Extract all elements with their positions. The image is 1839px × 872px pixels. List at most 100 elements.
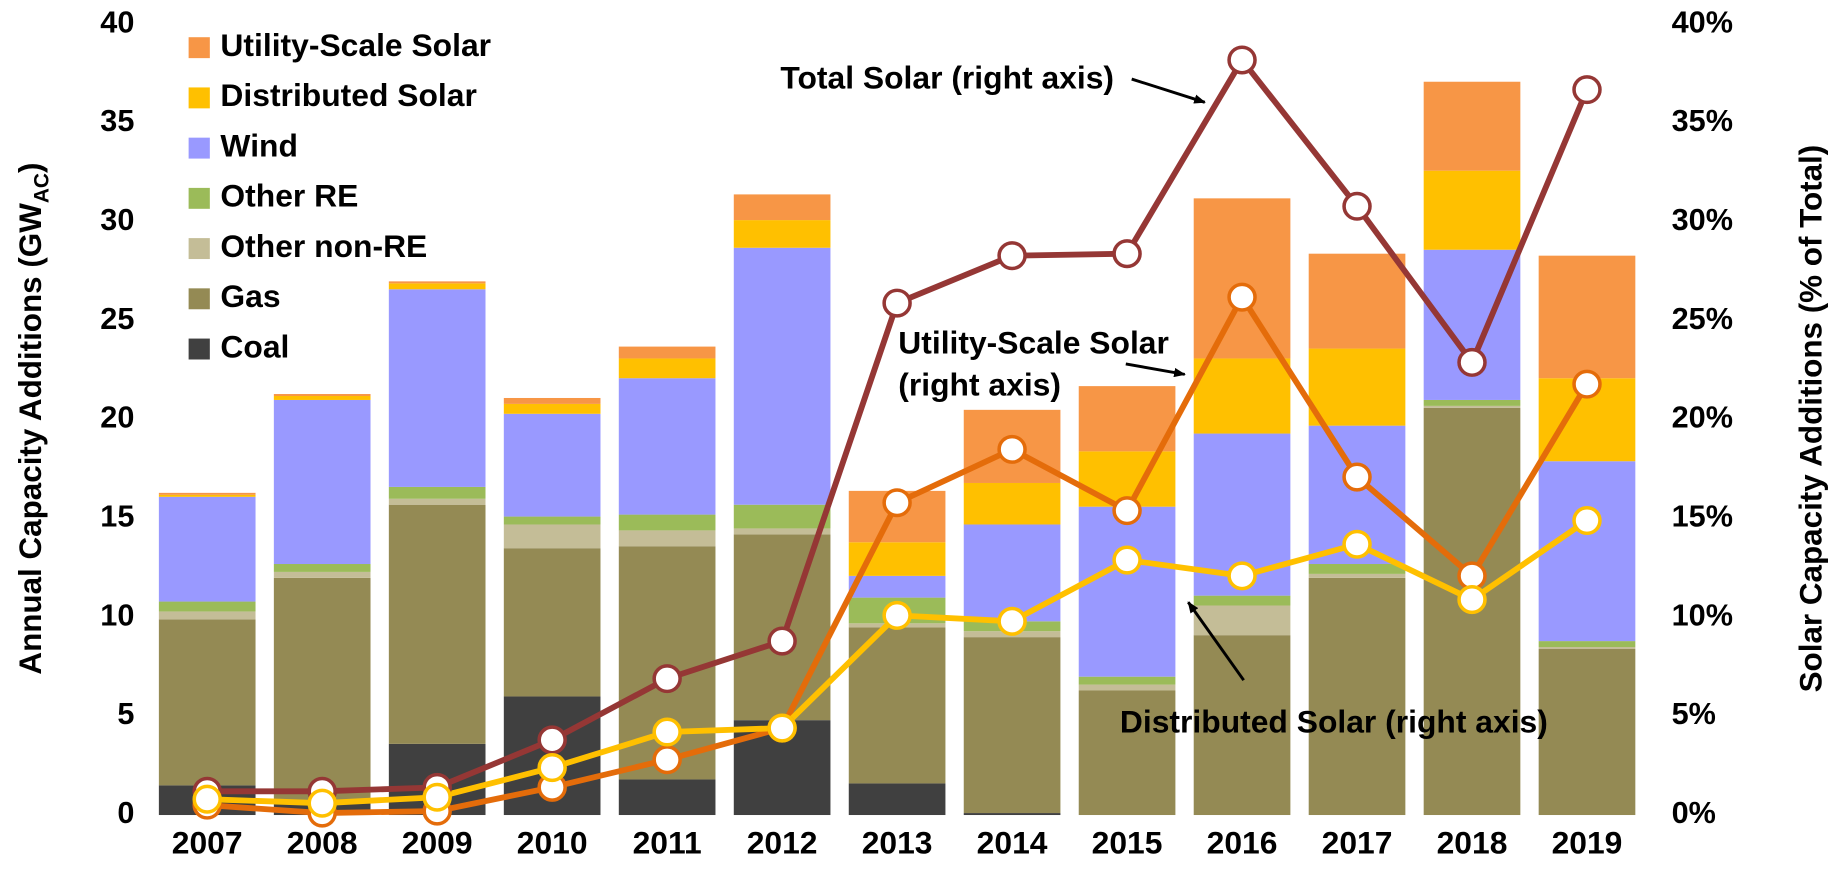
bar-segment xyxy=(963,637,1061,814)
bar-segment xyxy=(1538,461,1636,642)
legend-swatch xyxy=(188,137,210,159)
bar-segment xyxy=(503,413,601,517)
bar-segment xyxy=(158,611,256,620)
bar-segment xyxy=(733,194,831,221)
y-tick-label: 40 xyxy=(100,6,134,40)
bar-segment xyxy=(1308,253,1406,349)
bar-segment xyxy=(1308,348,1406,426)
legend-swatch xyxy=(188,338,210,360)
y-tick-label: 10 xyxy=(100,599,134,633)
legend-swatch xyxy=(188,37,210,59)
y2-tick-label: 30% xyxy=(1672,203,1733,237)
bar-segment xyxy=(273,564,371,572)
bar-segment xyxy=(1423,170,1521,250)
y-tick-label: 5 xyxy=(117,697,134,731)
bar-segment xyxy=(1193,595,1291,606)
line-marker xyxy=(1457,347,1487,377)
bar-segment xyxy=(503,516,601,525)
bar-segment xyxy=(273,394,371,397)
bar-segment xyxy=(503,397,601,404)
line-marker xyxy=(1572,369,1602,399)
bar-segment xyxy=(1538,255,1636,379)
legend-swatch xyxy=(188,288,210,310)
annotation: Utility-Scale Solar xyxy=(898,325,1169,361)
bar-segment xyxy=(618,378,716,515)
line-marker xyxy=(192,784,222,814)
bar-segment xyxy=(503,548,601,697)
bar-segment xyxy=(273,571,371,578)
bar-segment xyxy=(1193,635,1291,816)
y2-tick-label: 15% xyxy=(1672,500,1733,534)
annotation-arrow xyxy=(1187,601,1245,681)
legend-swatch xyxy=(188,87,210,109)
annotation: (right axis) xyxy=(898,367,1061,403)
bar-segment xyxy=(388,486,486,499)
bar-segment xyxy=(848,783,946,816)
bar-segment xyxy=(388,281,486,284)
line-marker xyxy=(652,717,682,747)
line-marker xyxy=(1342,529,1372,559)
bar-segment xyxy=(618,779,716,816)
line-marker xyxy=(882,600,912,630)
line-marker xyxy=(1227,45,1257,75)
y2-tick-label: 35% xyxy=(1672,104,1733,138)
line-marker xyxy=(1572,75,1602,105)
annotation-arrow xyxy=(1125,362,1186,378)
bar-segment xyxy=(1538,649,1636,816)
line-marker xyxy=(997,241,1027,271)
y2-tick-label: 5% xyxy=(1672,697,1716,731)
bar-segment xyxy=(963,482,1061,525)
line-marker xyxy=(1342,462,1372,492)
x-tick-label: 2014 xyxy=(977,825,1048,861)
y-axis-label-main: Annual Capacity Additions (GW xyxy=(12,203,48,675)
bar-segment xyxy=(503,403,601,414)
y2-tick-label: 0% xyxy=(1672,796,1716,830)
y-tick-label: 25 xyxy=(100,302,134,336)
bar-segment xyxy=(158,601,256,612)
bar-segment xyxy=(273,399,371,565)
bar-segment xyxy=(733,504,831,529)
y2-tick-label: 25% xyxy=(1672,302,1733,336)
line-marker xyxy=(1342,191,1372,221)
y2-axis-label: Solar Capacity Additions (% of Total) xyxy=(1792,145,1828,693)
legend-swatch xyxy=(188,187,210,209)
legend-label: Distributed Solar xyxy=(220,77,476,113)
bar-segment xyxy=(1308,577,1406,816)
bar-segment xyxy=(733,528,831,535)
line-marker xyxy=(1227,282,1257,312)
bar-segment xyxy=(1193,358,1291,434)
y2-tick-label: 10% xyxy=(1672,599,1733,633)
bar-segment xyxy=(388,498,486,505)
bar-segment xyxy=(1308,573,1406,578)
bar-segment xyxy=(1423,399,1521,406)
line-marker xyxy=(537,725,567,755)
bar-segment xyxy=(1193,198,1291,359)
line-marker xyxy=(652,745,682,775)
legend-swatch xyxy=(188,238,210,260)
annotation: Distributed Solar (right axis) xyxy=(1120,704,1548,740)
line-marker xyxy=(997,606,1027,636)
bar-segment xyxy=(1423,249,1521,400)
bar-segment xyxy=(963,813,1061,816)
bar-segment xyxy=(388,289,486,487)
line-marker xyxy=(1112,496,1142,526)
x-tick-label: 2008 xyxy=(287,825,358,861)
y-axis-label-end: ) xyxy=(12,163,48,173)
bar-segment xyxy=(158,492,256,495)
legend-label: Wind xyxy=(220,128,297,164)
bar-segment xyxy=(503,524,601,549)
y-tick-label: 30 xyxy=(100,203,134,237)
bar-segment xyxy=(388,283,486,290)
y-tick-label: 35 xyxy=(100,104,134,138)
x-tick-label: 2015 xyxy=(1092,825,1163,861)
line-marker xyxy=(1572,505,1602,536)
y2-tick-label: 20% xyxy=(1672,401,1733,435)
y-tick-label: 15 xyxy=(100,500,134,534)
line-marker xyxy=(537,753,567,783)
legend-label: Utility-Scale Solar xyxy=(220,27,491,63)
bar-segment xyxy=(1078,690,1176,816)
x-tick-label: 2018 xyxy=(1437,825,1508,861)
x-tick-label: 2012 xyxy=(747,825,818,861)
x-tick-label: 2011 xyxy=(633,825,702,861)
y-axis-label-sub: AC xyxy=(30,173,53,203)
